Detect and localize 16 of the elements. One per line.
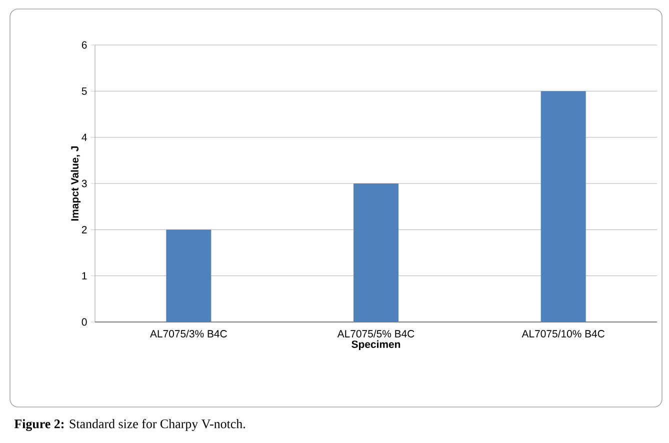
x-tick-label: AL7075/10% B4C (522, 330, 605, 338)
x-axis-title: Specimen (352, 340, 400, 350)
x-tick-label: AL7075/5% B4C (337, 330, 414, 338)
bar (354, 184, 399, 322)
y-tick-label: 4 (82, 134, 87, 141)
y-tick-label: 3 (82, 180, 87, 188)
y-tick-label: 2 (82, 226, 87, 234)
text: Figure 2: Standard size for Charpy V-notch. (14, 419, 246, 431)
y-tick-label: 5 (82, 88, 87, 95)
y-tick-label: 0 (82, 318, 87, 326)
y-tick-label: 6 (82, 41, 87, 49)
bar (166, 230, 212, 322)
bar (540, 91, 586, 322)
y-tick-label: 1 (82, 272, 87, 280)
x-tick-label: AL7075/3% B4C (150, 330, 227, 338)
y-axis-title: Imapct Value, J (70, 146, 81, 221)
